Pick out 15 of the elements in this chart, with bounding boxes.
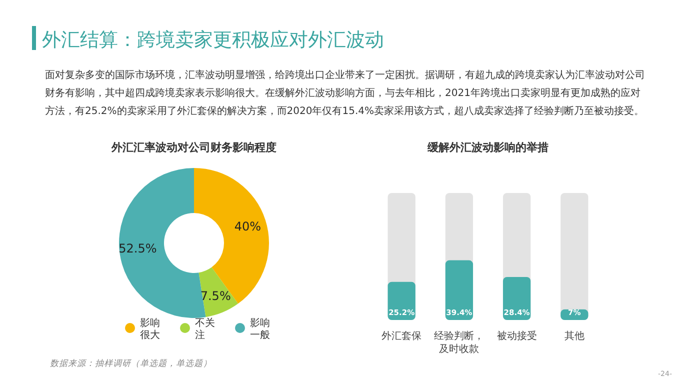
legend-label: 不关注 xyxy=(195,317,215,341)
data-label: 40% xyxy=(234,220,262,234)
data-label: 52.5% xyxy=(118,241,157,256)
legend-label: 影响很大 xyxy=(140,317,160,341)
chart-title: 缓解外汇波动影响的举措 xyxy=(426,141,548,154)
x-tick-label: 经验判断，及时收款 xyxy=(434,330,484,355)
x-tick-label: 被动接受 xyxy=(496,330,537,342)
x-tick-label: 外汇套保 xyxy=(382,330,422,342)
text: 面对复杂多变的国际市场环境，汇率波动明显增强，给跨境出口企业带来了一定困扰。据调研，有超九成的跨境卖家认为汇率波动对公司财务有影响，其中超四成跨境卖家表示影响很大。在缓解外汇波动影响方面，与去年相比，2021年跨境出口卖家明显有更加成熟的应对方法，有25.2%的卖家采用了外汇套保的解决方案，而2020年仅有15.4%卖家采用该方式，超八成卖家选择了经验判断乃至被动接受。 xyxy=(45,69,645,117)
donut-slice xyxy=(194,168,269,304)
legend-label: 影响一般 xyxy=(250,317,270,341)
source-note: 数据来源：抽样调研（单选题，单选题） xyxy=(50,359,212,369)
chart-title: 外汇汇率波动对公司财务影响程度 xyxy=(110,141,276,154)
text: 外汇结算：跨境卖家更积极应对外汇波动 xyxy=(42,29,384,51)
x-tick-label: 其他 xyxy=(564,330,584,342)
